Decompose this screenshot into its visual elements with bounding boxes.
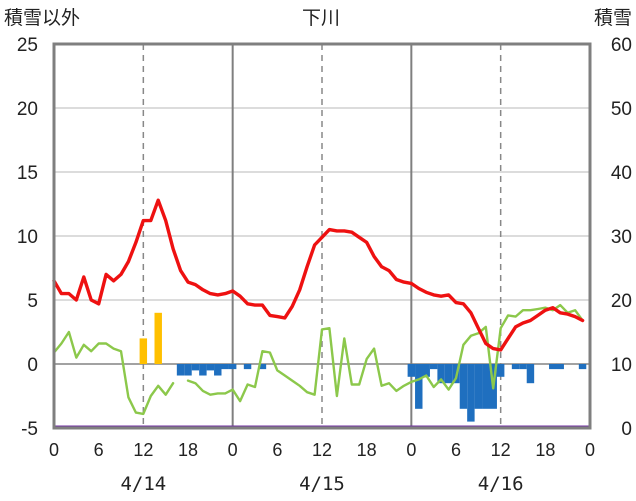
snow-change-bar — [191, 364, 200, 371]
snow-change-bar — [578, 364, 587, 370]
precip-bars — [139, 312, 162, 364]
x-tick-label: 12 — [491, 440, 511, 460]
precip-bar — [154, 312, 162, 364]
x-tick-label: 12 — [312, 440, 332, 460]
snow-change-bar — [444, 364, 453, 384]
snow-change-bar — [243, 364, 252, 370]
x-tick-label: 0 — [228, 440, 238, 460]
secondary-line-series — [52, 330, 175, 416]
snow-change-bar — [228, 364, 237, 370]
snow-change-bar — [526, 364, 535, 384]
right-y-ticks: 60 50 40 30 20 10 0 — [611, 35, 632, 440]
x-tick-label: 6 — [272, 440, 282, 460]
snow-change-bars — [176, 364, 587, 422]
x-tick-label: 18 — [178, 440, 198, 460]
x-ticks: 0 6 12 18 0 6 12 18 0 6 12 18 0 — [49, 440, 595, 460]
date-label: 4/16 — [478, 473, 524, 495]
left-tick-label: 0 — [27, 355, 38, 376]
snow-change-bar — [482, 364, 490, 409]
date-label: 4/15 — [299, 473, 345, 495]
x-tick-label: 6 — [451, 440, 461, 460]
precip-bar — [139, 338, 148, 364]
snow-change-bar — [176, 364, 185, 376]
snow-change-bar — [459, 364, 468, 409]
plot-border — [52, 42, 592, 430]
snow-change-bar — [519, 364, 527, 370]
snow-change-bar — [467, 364, 475, 422]
snow-change-bar — [437, 364, 445, 384]
chart-title: 下川 — [302, 7, 340, 29]
right-tick-label: 10 — [611, 355, 632, 376]
x-tick-label: 0 — [406, 440, 416, 460]
snow-change-bar — [415, 364, 423, 409]
left-tick-label: 25 — [17, 35, 38, 56]
snow-change-bar — [184, 364, 192, 376]
secondary-line-series — [186, 303, 584, 403]
snow-change-bar — [549, 364, 557, 370]
x-tick-label: 18 — [535, 440, 555, 460]
snow-change-bar — [206, 364, 215, 371]
snow-change-bar — [474, 364, 483, 409]
snow-change-bar — [429, 364, 438, 370]
x-tick-label: 0 — [49, 440, 59, 460]
snow-change-bar — [422, 364, 430, 377]
snow-change-bar — [258, 364, 267, 370]
snow-change-bar — [199, 364, 207, 376]
x-tick-label: 6 — [94, 440, 104, 460]
x-tick-label: 18 — [357, 440, 377, 460]
left-tick-label: 5 — [27, 291, 38, 312]
right-tick-label: 0 — [621, 419, 632, 440]
left-y-ticks: 25 20 15 10 5 0 -5 — [17, 35, 38, 440]
snow-change-bar — [511, 364, 520, 370]
snow-change-bar — [221, 364, 229, 370]
x-tick-label: 12 — [133, 440, 153, 460]
temperature-series — [52, 198, 585, 352]
left-tick-label: -5 — [21, 419, 38, 440]
date-labels: 4/14 4/15 4/16 — [120, 473, 523, 495]
snow-change-bar — [407, 364, 416, 377]
left-tick-label: 15 — [17, 163, 38, 184]
right-tick-label: 60 — [611, 35, 632, 56]
x-tick-label: 0 — [585, 440, 595, 460]
date-label: 4/14 — [120, 473, 166, 495]
snow-change-bar — [214, 364, 222, 376]
left-axis-title: 積雪以外 — [4, 7, 80, 29]
snow-change-bar — [556, 364, 564, 370]
right-tick-label: 40 — [611, 163, 632, 184]
right-tick-label: 30 — [611, 227, 632, 248]
snow-change-bar — [496, 364, 505, 377]
plot-frame — [52, 42, 592, 430]
right-tick-label: 50 — [611, 99, 632, 120]
right-tick-label: 20 — [611, 291, 632, 312]
left-tick-label: 20 — [17, 99, 38, 120]
left-tick-label: 10 — [17, 227, 38, 248]
right-axis-title: 積雪 — [594, 7, 632, 29]
